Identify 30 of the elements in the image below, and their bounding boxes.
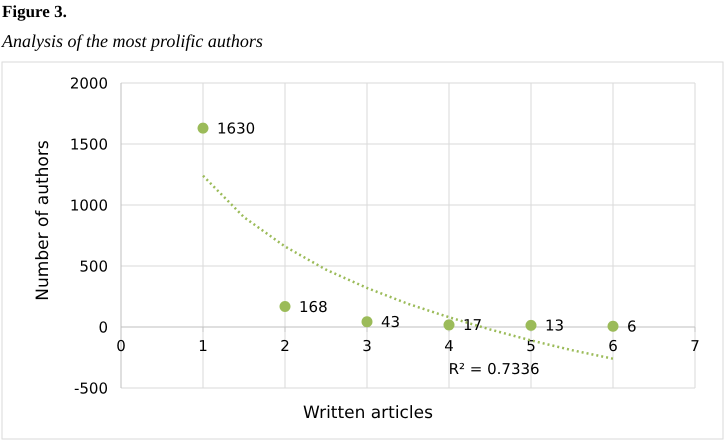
y-tick-label: 1000 — [70, 196, 108, 214]
point — [444, 319, 454, 330]
y-tick-label: 0 — [98, 318, 108, 336]
annotation: R² = 0.7336 — [448, 360, 540, 378]
x-tick-label: 0 — [116, 337, 126, 355]
chart-subtitle: Analysis of the most prolific authors — [1, 31, 263, 51]
point — [280, 301, 290, 312]
x-tick-label: 7 — [690, 337, 700, 355]
point — [526, 320, 536, 331]
point — [198, 122, 208, 134]
data-label: 17 — [463, 316, 482, 334]
chart-title: Figure 3. — [2, 2, 67, 21]
point — [608, 320, 618, 332]
data-label: 43 — [381, 313, 400, 332]
x-tick-label: 2 — [280, 337, 290, 355]
y-tick-label: 1500 — [70, 135, 108, 154]
data-label: 1630 — [217, 119, 256, 138]
data-label: 6 — [627, 318, 637, 336]
x-tick-label: 6 — [608, 337, 618, 355]
data-label: 168 — [299, 298, 328, 316]
y-tick-label: -500 — [74, 379, 108, 398]
x-tick-label: 1 — [198, 337, 208, 355]
x-tick-label: 4 — [444, 337, 454, 355]
x-axis-title: Written articles — [303, 403, 434, 423]
y-axis-title: Number of authors — [33, 140, 53, 301]
x-tick-label: 3 — [362, 337, 372, 355]
point — [362, 316, 372, 328]
y-tick-label: 2000 — [70, 74, 108, 92]
y-tick-label: 500 — [79, 257, 108, 276]
data-label: 13 — [545, 316, 564, 335]
